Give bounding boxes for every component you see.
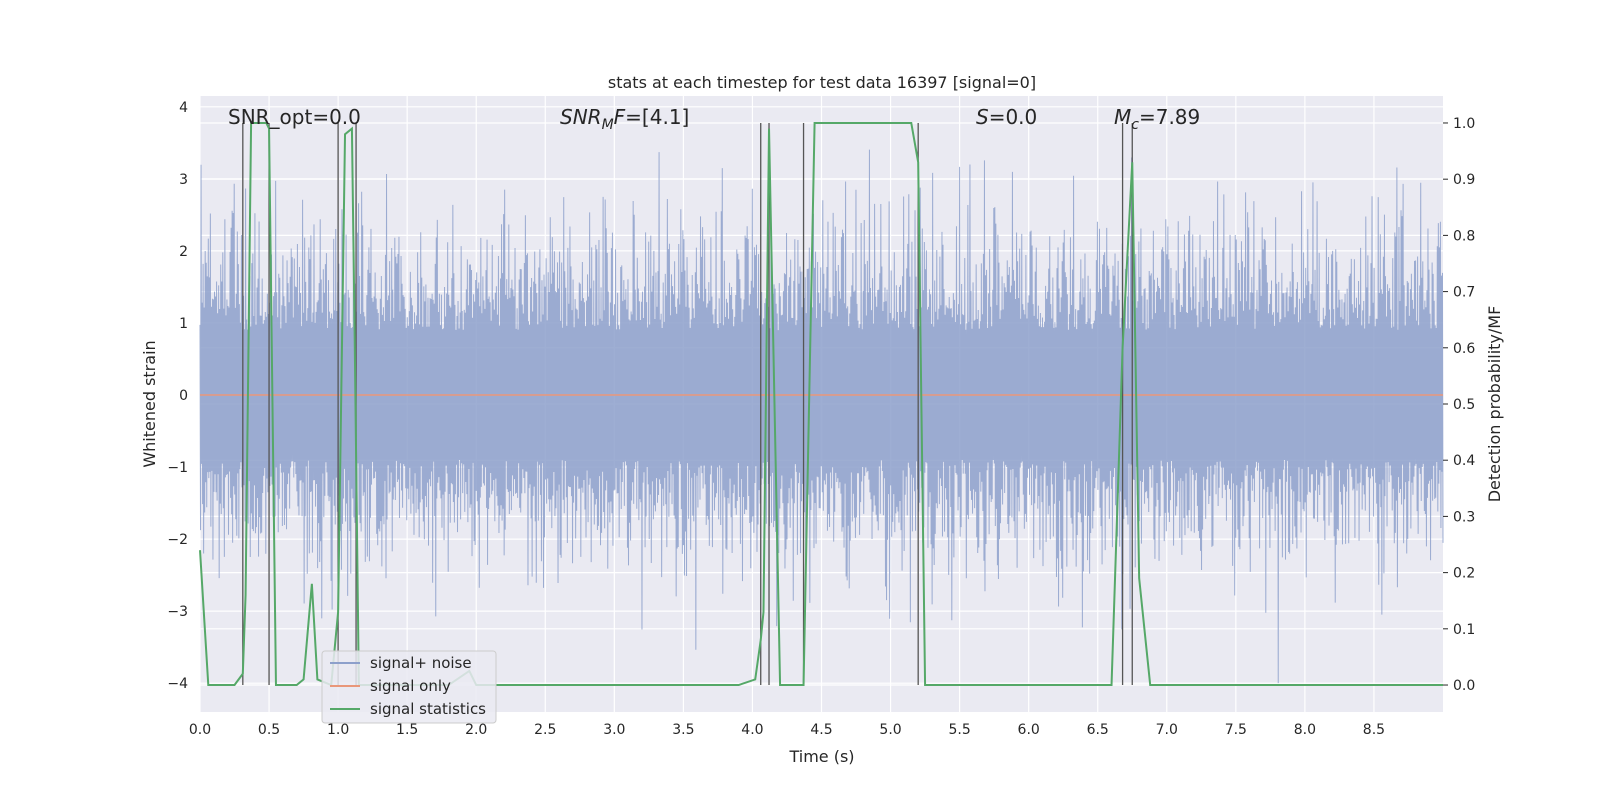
annotation-mc-sub: c xyxy=(1131,117,1139,133)
x-tick-label: 4.0 xyxy=(741,722,763,738)
legend-box xyxy=(321,650,497,724)
y-left-tick-label: 2 xyxy=(179,244,188,260)
legend-label-signal-statistics: signal statistics xyxy=(370,700,486,718)
y-right-tick-label: 0.6 xyxy=(1453,341,1475,357)
annotation-snr-mf-sub: M xyxy=(602,117,614,133)
y-left-tick-label: −4 xyxy=(167,676,188,692)
x-tick-label: 2.5 xyxy=(534,722,556,738)
y-left-tick-label: −1 xyxy=(167,460,188,476)
x-tick-label: 8.5 xyxy=(1363,722,1385,738)
annotation-mc-value: =7.89 xyxy=(1139,105,1200,129)
x-tick-label: 1.5 xyxy=(396,722,418,738)
x-tick-label: 3.5 xyxy=(672,722,694,738)
y-left-tick-label: −3 xyxy=(167,604,188,620)
y-right-tick-label: 0.0 xyxy=(1453,678,1475,694)
y-right-tick-label: 1.0 xyxy=(1453,116,1475,132)
x-tick-label: 6.5 xyxy=(1087,722,1109,738)
annotation-s-symbol: S xyxy=(976,105,989,129)
annotation-snr-mf-value: =[4.1] xyxy=(625,105,689,129)
signal-noise-line xyxy=(199,149,1444,684)
annotation-snr-mf: SNRMF=[4.1] xyxy=(560,105,689,133)
y-left-tick-label: 0 xyxy=(179,388,188,404)
x-tick-label: 1.0 xyxy=(327,722,349,738)
x-tick-label: 6.0 xyxy=(1018,722,1040,738)
x-axis-ticks: 0.0 0.5 1.0 1.5 2.0 2.5 3.0 3.5 4.0 4.5 5.0 5.5 6.0 6… xyxy=(189,722,1385,738)
y-right-tick-label: 0.5 xyxy=(1453,397,1475,413)
x-tick-label: 5.5 xyxy=(948,722,970,738)
legend-label-signal-only: signal only xyxy=(370,677,451,695)
y-right-tick-label: 0.4 xyxy=(1453,453,1475,469)
x-tick-label: 7.5 xyxy=(1225,722,1247,738)
y-right-axis-label: Detection probability/MF xyxy=(1485,306,1504,503)
y-right-axis-ticks: 1.0 0.9 0.8 0.7 0.6 0.5 0.4 0.3 0.2 0.1 0.0 xyxy=(1443,116,1475,694)
y-left-tick-label: 1 xyxy=(179,316,188,332)
annotation-s: S=0.0 xyxy=(976,105,1037,129)
x-tick-label: 0.5 xyxy=(258,722,280,738)
y-left-tick-label: 4 xyxy=(179,100,188,116)
x-tick-label: 2.0 xyxy=(465,722,487,738)
y-right-tick-label: 0.7 xyxy=(1453,285,1475,301)
annotation-snr-opt: SNR_opt=0.0 xyxy=(228,105,361,129)
y-right-tick-label: 0.9 xyxy=(1453,172,1475,188)
legend: signal+ noise signal only signal statist… xyxy=(321,650,497,724)
annotation-mc: Mc=7.89 xyxy=(1114,105,1200,133)
y-right-tick-label: 0.8 xyxy=(1453,228,1475,244)
x-tick-label: 3.0 xyxy=(603,722,625,738)
x-tick-label: 8.0 xyxy=(1294,722,1316,738)
x-axis-label: Time (s) xyxy=(788,747,854,766)
chart-title: stats at each timestep for test data 163… xyxy=(608,73,1036,92)
signal-noise-series xyxy=(199,149,1444,684)
x-tick-label: 0.0 xyxy=(189,722,211,738)
y-right-tick-label: 0.2 xyxy=(1453,566,1475,582)
annotation-s-value: =0.0 xyxy=(989,105,1038,129)
y-right-tick-label: 0.1 xyxy=(1453,622,1475,638)
y-left-tick-label: 3 xyxy=(179,172,188,188)
y-left-axis-label: Whitened strain xyxy=(140,340,159,467)
legend-label-signal-noise: signal+ noise xyxy=(370,654,472,672)
x-tick-label: 4.5 xyxy=(810,722,832,738)
annotation-snr-mf-f: F xyxy=(614,105,626,129)
annotation-snr-mf-base: SNR xyxy=(560,105,602,129)
x-tick-label: 7.0 xyxy=(1156,722,1178,738)
x-tick-label: 5.0 xyxy=(879,722,901,738)
annotation-mc-symbol: M xyxy=(1114,105,1131,129)
y-left-tick-label: −2 xyxy=(167,532,188,548)
y-right-tick-label: 0.3 xyxy=(1453,509,1475,525)
y-left-axis-ticks: 4 3 2 1 0 −1 −2 −3 −4 xyxy=(167,100,188,692)
